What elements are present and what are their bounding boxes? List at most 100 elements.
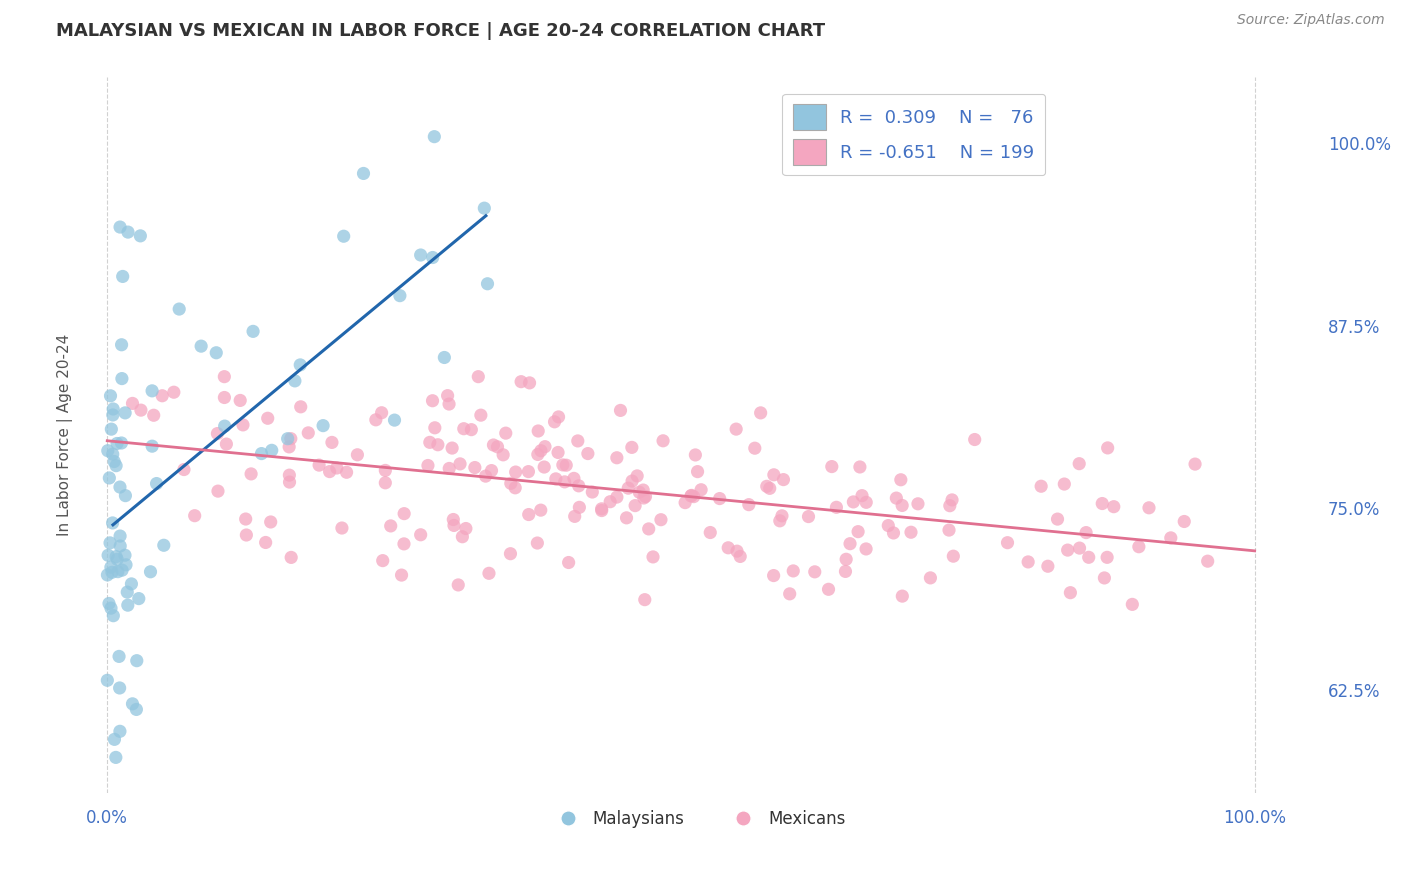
Point xyxy=(388,288,411,302)
Point xyxy=(890,473,912,487)
Point xyxy=(152,538,174,552)
Point xyxy=(108,539,131,553)
Point xyxy=(416,458,439,473)
Point xyxy=(110,337,132,351)
Point xyxy=(621,474,644,488)
Point xyxy=(103,454,125,468)
Point xyxy=(454,522,477,536)
Point xyxy=(492,448,515,462)
Point xyxy=(441,512,464,526)
Point xyxy=(215,437,238,451)
Point xyxy=(108,529,131,543)
Point xyxy=(486,440,509,454)
Point xyxy=(510,375,533,389)
Point xyxy=(920,571,942,585)
Point xyxy=(617,481,640,495)
Point xyxy=(108,220,131,235)
Point xyxy=(562,471,585,485)
Point xyxy=(101,401,124,416)
Point xyxy=(437,397,460,411)
Point xyxy=(207,426,229,441)
Point xyxy=(834,565,856,579)
Point xyxy=(436,389,458,403)
Point xyxy=(779,587,801,601)
Point xyxy=(634,490,657,504)
Point xyxy=(470,408,492,422)
Point xyxy=(105,458,128,473)
Point xyxy=(877,518,900,533)
Y-axis label: In Labor Force | Age 20-24: In Labor Force | Age 20-24 xyxy=(58,334,73,536)
Point xyxy=(1077,550,1099,565)
Point xyxy=(1053,477,1076,491)
Point xyxy=(129,228,152,243)
Point xyxy=(581,485,603,500)
Point xyxy=(100,422,122,436)
Point xyxy=(568,500,591,515)
Point xyxy=(107,565,129,579)
Point xyxy=(626,469,648,483)
Point xyxy=(114,489,136,503)
Point xyxy=(101,566,124,580)
Point xyxy=(111,269,134,284)
Point xyxy=(449,457,471,471)
Point xyxy=(554,475,576,489)
Point xyxy=(103,608,125,623)
Point xyxy=(142,409,165,423)
Point xyxy=(628,485,651,500)
Point xyxy=(111,563,134,577)
Point xyxy=(242,324,264,338)
Point xyxy=(240,467,263,481)
Point xyxy=(426,438,449,452)
Point xyxy=(105,549,128,564)
Point xyxy=(114,406,136,420)
Point xyxy=(609,403,631,417)
Point xyxy=(115,558,138,572)
Point xyxy=(650,513,672,527)
Point xyxy=(744,441,766,455)
Point xyxy=(939,499,962,513)
Point xyxy=(441,441,464,455)
Point xyxy=(1046,512,1069,526)
Point xyxy=(728,549,751,564)
Point xyxy=(232,417,254,432)
Point xyxy=(100,560,122,574)
Point xyxy=(517,465,540,479)
Point xyxy=(1173,515,1195,529)
Point xyxy=(817,582,839,597)
Point xyxy=(762,467,785,482)
Point xyxy=(97,549,120,563)
Point xyxy=(139,565,162,579)
Point xyxy=(467,369,489,384)
Point xyxy=(297,425,319,440)
Point xyxy=(104,750,127,764)
Point xyxy=(235,528,257,542)
Point xyxy=(409,528,432,542)
Point xyxy=(533,460,555,475)
Point xyxy=(882,525,904,540)
Point xyxy=(606,490,628,504)
Text: MALAYSIAN VS MEXICAN IN LABOR FORCE | AGE 20-24 CORRELATION CHART: MALAYSIAN VS MEXICAN IN LABOR FORCE | AG… xyxy=(56,22,825,40)
Point xyxy=(803,565,825,579)
Point xyxy=(117,598,139,612)
Point xyxy=(290,400,312,414)
Point xyxy=(423,129,446,144)
Point xyxy=(280,550,302,565)
Point xyxy=(474,469,496,483)
Point xyxy=(326,461,349,475)
Point xyxy=(256,411,278,425)
Point xyxy=(941,492,963,507)
Point xyxy=(125,702,148,716)
Point xyxy=(1095,550,1118,565)
Point xyxy=(849,460,872,475)
Point xyxy=(114,548,136,562)
Point xyxy=(564,509,586,524)
Point xyxy=(557,556,579,570)
Point xyxy=(472,201,495,215)
Point xyxy=(842,495,865,509)
Point xyxy=(517,508,540,522)
Point xyxy=(100,601,122,615)
Point xyxy=(121,697,143,711)
Point xyxy=(254,535,277,549)
Point xyxy=(111,371,134,385)
Point xyxy=(129,403,152,417)
